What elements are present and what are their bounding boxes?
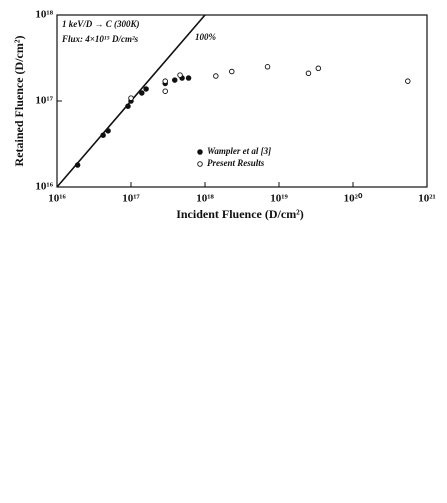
y-axis-label: Retained Fluence (D/cm²): [12, 36, 26, 167]
data-point: [139, 90, 145, 96]
data-point: [177, 72, 183, 78]
data-point: [305, 70, 312, 77]
data-point: [162, 88, 168, 94]
x-axis-label: Incident Fluence (D/cm²): [176, 207, 304, 221]
legend-marker: [197, 161, 203, 167]
legend-marker: [197, 149, 203, 155]
y-tick-label: 10¹⁸: [35, 9, 53, 21]
data-point: [185, 75, 192, 81]
data-point: [125, 103, 131, 109]
data-point: [315, 65, 322, 72]
data-point: [264, 64, 271, 70]
data-point: [405, 78, 411, 84]
annotation: Flux: 4×10¹⁵ D/cm²s: [61, 34, 139, 44]
data-point: [128, 95, 134, 101]
x-tick-label: 10¹⁸: [196, 193, 214, 205]
y-tick-label: 10¹⁶: [35, 181, 53, 193]
data-point: [105, 128, 111, 134]
data-point: [213, 73, 219, 79]
reference-label: 100%: [195, 32, 217, 42]
y-tick-label: 10¹⁷: [35, 95, 53, 107]
legend-label: Present Results: [207, 158, 265, 168]
data-point: [171, 77, 178, 83]
x-tick-label: 10²⁰: [344, 193, 363, 205]
data-point: [229, 68, 235, 75]
annotation: 1 keV/D → C (300K): [62, 19, 140, 29]
x-tick-label: 10²¹: [418, 193, 436, 205]
legend-label: Wampler et al [3]: [207, 146, 271, 156]
data-point: [100, 132, 106, 138]
data-point: [74, 162, 81, 168]
x-tick-label: 10¹⁹: [270, 193, 288, 205]
x-tick-label: 10¹⁷: [122, 193, 140, 205]
data-point: [162, 78, 168, 84]
data-point: [143, 86, 149, 92]
x-tick-label: 10¹⁶: [48, 193, 66, 205]
